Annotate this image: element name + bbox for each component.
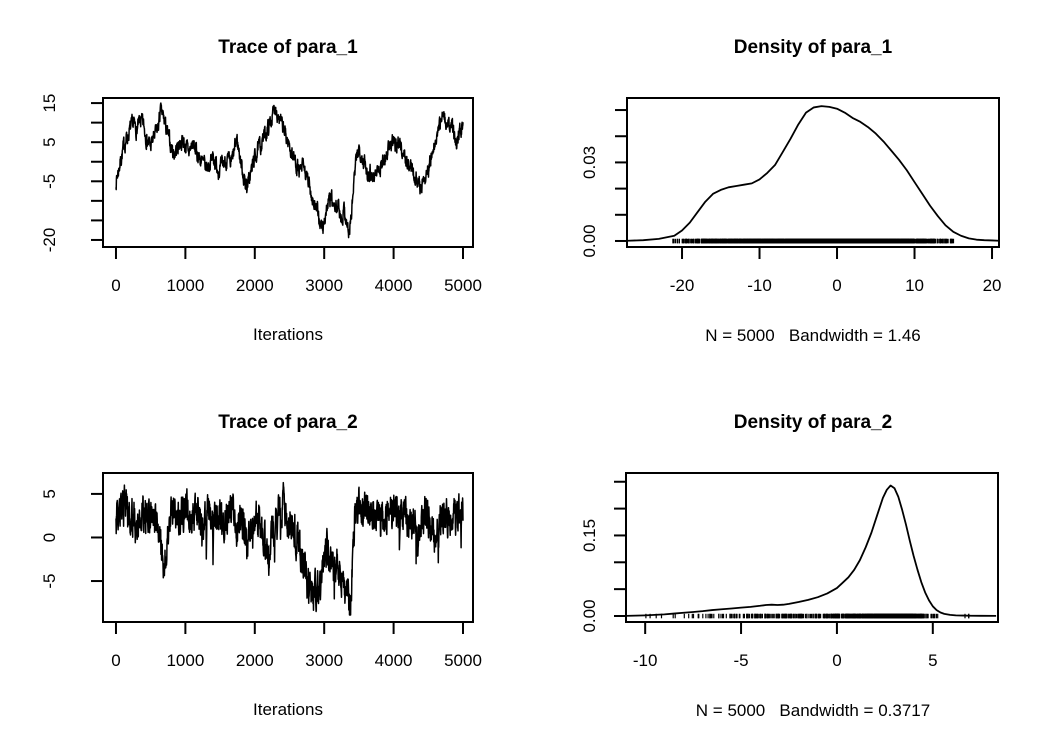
x-tick-label: -10 <box>633 651 658 670</box>
x-tick-label: 5 <box>928 651 937 670</box>
x-tick-label: 1000 <box>166 276 204 295</box>
x-tick-label: 3000 <box>305 651 343 670</box>
trace-line <box>115 481 464 616</box>
trace-line <box>115 102 464 239</box>
density-curve <box>625 484 997 617</box>
y-tick-label: 0 <box>40 533 59 542</box>
x-tick-label: 10 <box>905 276 924 295</box>
panel-title-density-para-2: Density of para_2 <box>733 412 893 433</box>
y-tick-label: -5 <box>40 174 59 189</box>
x-tick-label: 5000 <box>444 276 482 295</box>
x-tick-label: 4000 <box>375 276 413 295</box>
y-tick-label: -5 <box>40 573 59 588</box>
x-tick-label: 1000 <box>166 651 204 670</box>
plot-box <box>625 472 999 623</box>
y-tick-label: 15 <box>40 94 59 113</box>
x-tick-label: 4000 <box>375 651 413 670</box>
plot-box <box>102 472 474 623</box>
density-sublabel-2: N = 5000 Bandwidth = 0.3717 <box>695 701 931 720</box>
y-tick-label: 0.15 <box>580 519 599 552</box>
rug-marks <box>672 238 955 244</box>
x-tick-label: 3000 <box>305 276 343 295</box>
density-sublabel-1: N = 5000 Bandwidth = 1.46 <box>705 326 921 345</box>
x-tick-label: 20 <box>983 276 1002 295</box>
x-axis-label-iterations-2: Iterations <box>253 700 323 719</box>
rug-marks <box>645 613 970 619</box>
x-tick-label: -5 <box>733 651 748 670</box>
y-tick-label: 0.00 <box>580 599 599 632</box>
plot-box <box>626 97 1000 248</box>
x-tick-label: 0 <box>111 276 120 295</box>
panel-title-trace-para-1: Trace of para_1 <box>218 37 358 58</box>
x-tick-label: 0 <box>832 276 841 295</box>
panel-title-trace-para-2: Trace of para_2 <box>218 412 358 433</box>
y-tick-label: -20 <box>40 228 59 253</box>
x-axis-label-iterations-1: Iterations <box>253 325 323 344</box>
density-curve <box>627 105 1000 242</box>
x-tick-label: 5000 <box>444 651 482 670</box>
plot-box <box>102 97 474 248</box>
y-tick-label: 0.03 <box>580 146 599 179</box>
x-tick-label: 0 <box>832 651 841 670</box>
x-tick-label: 0 <box>111 651 120 670</box>
x-tick-label: 2000 <box>236 651 274 670</box>
x-tick-label: -10 <box>747 276 772 295</box>
panel-title-density-para-1: Density of para_1 <box>733 37 893 58</box>
y-tick-label: 5 <box>40 489 59 498</box>
y-tick-label: 0.00 <box>580 224 599 257</box>
y-tick-label: 5 <box>40 137 59 146</box>
x-tick-label: -20 <box>670 276 695 295</box>
x-tick-label: 2000 <box>236 276 274 295</box>
